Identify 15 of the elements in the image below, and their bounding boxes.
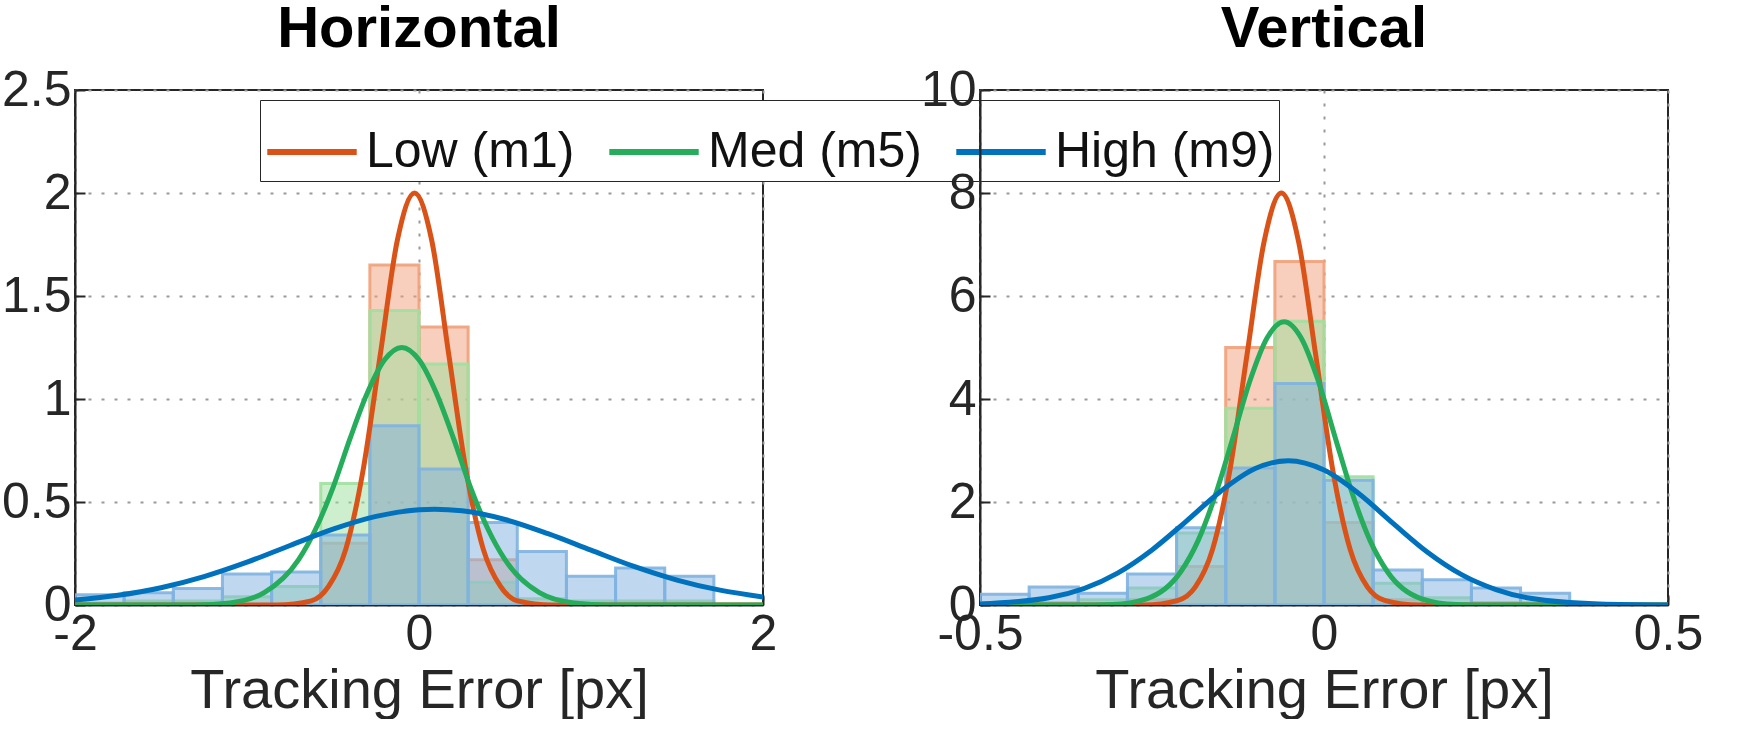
legend-label: High (m9) [1055,122,1275,178]
y-tick-label: 0.5 [1,472,72,529]
y-tick-label: 1.5 [1,266,72,323]
y-tick-label: 1 [43,369,72,426]
legend-label: Low (m1) [366,122,575,178]
legend-label: Med (m5) [708,122,922,178]
y-tick-label: 2.5 [1,60,72,117]
y-tick-label: 6 [948,266,977,323]
chart-title: Vertical [1220,0,1428,59]
y-tick-label: 2 [948,472,977,529]
y-tick-label: 2 [43,163,72,220]
y-tick-label: 4 [948,369,977,426]
chart-title: Horizontal [277,0,561,59]
x-tick-label: 0.5 [1633,604,1704,661]
x-tick-label: 2 [749,604,778,661]
